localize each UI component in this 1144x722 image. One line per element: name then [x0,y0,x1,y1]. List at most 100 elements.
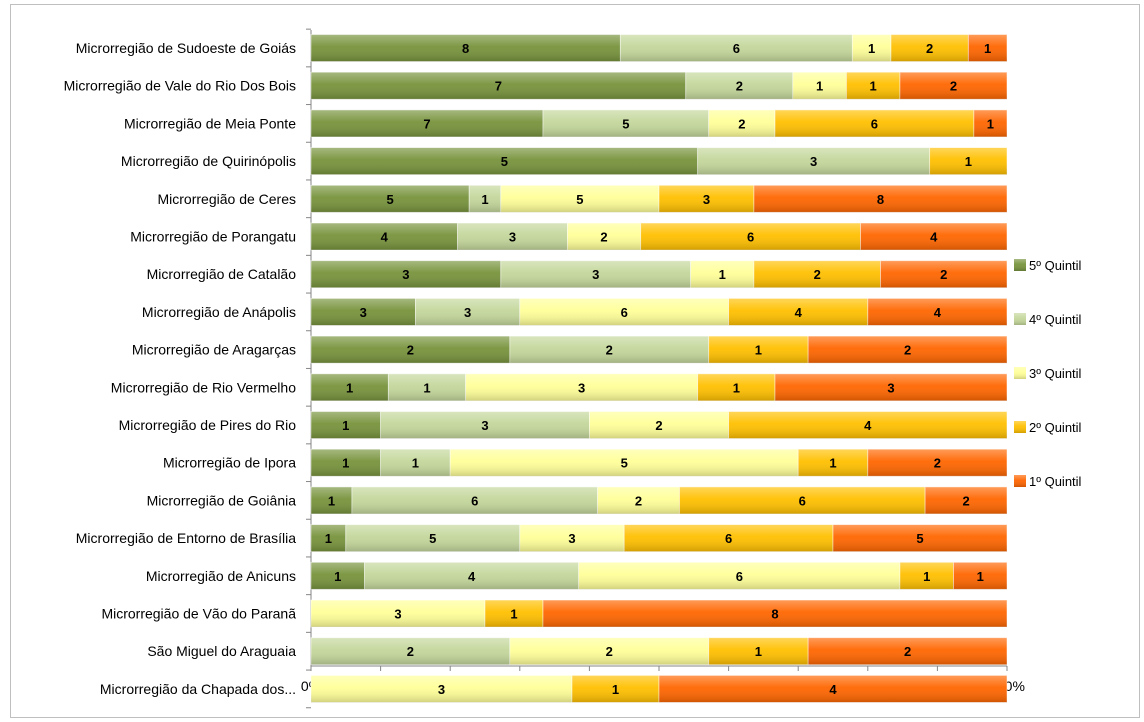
data-label: 2 [635,493,642,508]
bar-segment-1-quintil: 1 [973,109,1008,138]
data-label: 2 [814,267,821,282]
data-label: 4 [468,569,476,584]
bar-bevel [808,637,1007,665]
bar-bevel [929,147,1007,175]
bar-segment-5-quintil: 1 [310,486,353,515]
bar-bevel [311,373,389,401]
bar-segment-3-quintil: 2 [509,637,710,666]
data-label: 6 [621,305,628,320]
category-labels: Microrregião de Sudoeste de Goiás Microrr… [64,40,297,697]
bar-bevel [891,34,969,62]
data-label: 1 [755,644,762,659]
bar-bevel [485,600,543,627]
category-label: Microrregião de Rio Vermelho [111,379,296,395]
bar-bevel [572,675,659,703]
data-label: 1 [965,154,972,169]
bar-segment-5-quintil: 1 [310,448,381,477]
bar-bevel [351,486,598,514]
bar-bevel [519,298,729,326]
bar-segment-5-quintil: 3 [310,297,416,326]
bar-segment-4-quintil: 6 [351,486,598,515]
category-label: Microrregião de Sudoeste de Goiás [76,40,296,56]
bar-bevel [867,298,1007,326]
data-label: 5 [622,116,629,131]
bar-segment-2-quintil: 1 [899,561,954,590]
bar-segment-4-quintil: 3 [380,411,590,439]
category-label: Microrregião de Goiânia [147,492,297,508]
category-label: Microrregião de Vão do Paranã [101,606,296,622]
data-label: 1 [755,343,762,358]
data-label: 2 [407,343,414,358]
bar-bevel [620,34,853,62]
data-label: 1 [423,380,430,395]
bar-segment-3-quintil: 2 [589,411,730,439]
bar-bevel [775,373,1007,401]
bar-segment-2-quintil: 2 [753,260,881,289]
data-label: 3 [509,230,516,245]
data-label: 2 [736,79,743,94]
bar-segment-1-quintil: 2 [867,448,1008,477]
category-label: Microrregião de Entorno de Brasília [76,530,296,546]
bar-segment-2-quintil: 6 [679,486,926,515]
bar-segment-5-quintil: 5 [310,184,470,213]
data-label: 1 [342,456,349,471]
legend-swatch-bevel [1014,313,1026,325]
data-label: 2 [738,116,745,131]
bar-bevel [953,562,1007,590]
bar-bevel [708,336,809,364]
data-label: 2 [606,343,613,358]
legend-item-1-quintil: 1º Quintil [1014,474,1082,489]
data-label: 2 [655,418,662,433]
bar-bevel [311,185,470,213]
data-label: 6 [471,493,478,508]
legend-label: 4º Quintil [1029,312,1082,327]
bar-bevel [808,336,1007,364]
bar-segment-1-quintil: 2 [807,335,1008,364]
bar-bevel [567,223,641,250]
data-label: 6 [736,569,743,584]
legend-item-2-quintil: 2º Quintil [1014,420,1082,435]
bar-segment-1-quintil: 2 [924,486,1008,515]
data-label: 3 [568,531,575,546]
bar-bevel [578,562,900,590]
bar-segment-3-quintil: 3 [310,675,573,703]
category-label: São Miguel do Araguaia [147,643,296,659]
data-label: 1 [346,380,353,395]
data-label: 5 [621,456,628,471]
bar-segment-3-quintil: 5 [500,184,660,213]
data-label: 1 [868,41,875,56]
bar-segment-3-quintil: 1 [690,260,755,289]
bar-bevel [798,449,868,477]
bar-bevel [697,147,930,175]
legend-item-5-quintil: 5º Quintil [1014,258,1082,273]
bar-bevel [311,411,381,439]
bar-segment-5-quintil: 1 [310,524,347,552]
category-label: Microrregião de Pires do Rio [119,417,297,433]
data-label: 4 [829,682,837,697]
data-label: 3 [394,607,401,622]
bar-bevel [860,223,1007,250]
bar-bevel [450,449,799,477]
data-label: 2 [934,456,941,471]
data-label: 2 [940,267,947,282]
category-label: Microrregião de Meia Ponte [124,115,296,131]
bar-bevel [380,449,451,477]
bar-segment-4-quintil: 5 [345,524,521,552]
legend-label: 5º Quintil [1029,258,1082,273]
bar-segment-5-quintil: 5 [310,147,699,176]
bar-segment-4-quintil: 3 [457,222,568,251]
bar-bevel [708,637,809,665]
bar-bevel [311,109,543,137]
data-label: 3 [810,154,817,169]
bar-segment-1-quintil: 4 [658,675,1008,703]
data-label: 1 [325,531,332,546]
data-label: 5 [386,192,393,207]
data-label: 4 [381,230,389,245]
bar-segment-5-quintil: 2 [310,335,511,364]
data-label: 1 [412,456,419,471]
bar-segment-2-quintil: 1 [797,448,869,477]
data-label: 1 [984,41,991,56]
bar-bevel [867,449,1007,477]
bar-bevel [852,34,891,62]
